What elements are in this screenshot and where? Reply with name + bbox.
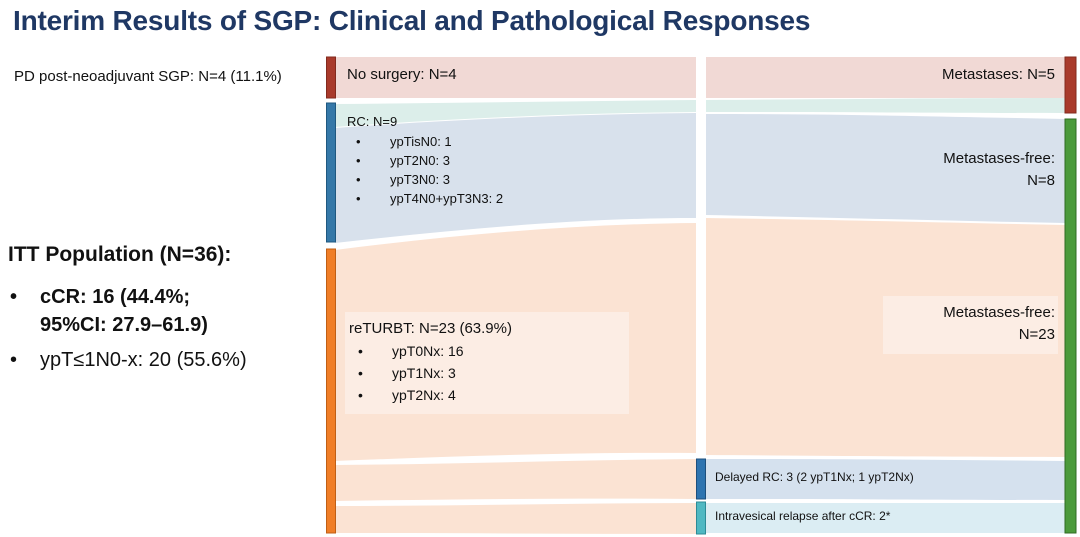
bar-returbt [326,248,336,534]
rc-bullet-3: ypT3N0: 3 [347,170,503,189]
bar-metastases [1064,56,1077,114]
label-metastases-free-rc: Metastases-free: N=8 [943,148,1055,192]
label-metastases: Metastases: N=5 [942,66,1055,83]
label-intravesical: Intravesical relapse after cCR: 2* [715,509,891,523]
label-no-surgery: No surgery: N=4 [347,66,457,83]
returbt-bullet-3: ypT2Nx: 4 [349,384,619,406]
band-intravesical-right [706,503,1065,533]
bar-rc [326,102,336,243]
rc-bullet-4: ypT4N0+ypT3N3: 2 [347,189,503,208]
returbt-bullet-1: ypT0Nx: 16 [349,340,619,362]
bar-delayed-rc [696,458,706,500]
label-rc-heading: RC: N=9 [347,114,398,129]
bullet-icon: • [10,349,18,371]
slide-title: Interim Results of SGP: Clinical and Pat… [13,5,811,36]
metfree23-line2: N=23 [1018,326,1055,343]
band-metastases-free-returbt [706,218,1065,457]
pd-note: PD post-neoadjuvant SGP: N=4 (11.1%) [14,68,282,85]
rc-bullet-2: ypT2N0: 3 [347,151,503,170]
metfree8-line1: Metastases-free: [943,150,1055,167]
itt-ccr-line2: 95%CI: 27.9–61.9) [40,314,208,336]
band-delayed-rc-right [706,459,1065,500]
band-rc-to-metastases [335,100,696,127]
metfree23-line1: Metastases-free: [943,304,1055,321]
itt-bullet-ccr: • cCR: 16 (44.4%; 95%CI: 27.9–61.9) [10,283,208,339]
band-no-surgery-right [706,57,1065,98]
rc-bullet-1: ypTisN0: 1 [347,132,503,151]
bullet-icon: • [10,286,18,308]
bar-metastases-free [1064,118,1077,534]
band-metastases-free-rc [706,114,1065,223]
metfree8-line2: N=8 [1027,172,1055,189]
band-returbt-to-intravesical [335,503,696,534]
itt-population-heading: ITT Population (N=36): [8,243,232,266]
bar-no-surgery [326,56,336,99]
label-delayed-rc: Delayed RC: 3 (2 ypT1Nx; 1 ypT2Nx) [715,470,914,484]
itt-bullet-ypt: • ypT≤1N0-x: 20 (55.6%) [10,346,247,374]
label-rc-block: RC: N=9 ypTisN0: 1 ypT2N0: 3 ypT3N0: 3 y… [347,112,503,208]
label-returbt-block: reTURBT: N=23 (63.9%) ypT0Nx: 16 ypT1Nx:… [345,312,629,414]
band-returbt-to-delayed-rc [335,459,696,501]
band-no-surgery-left [335,57,696,98]
bar-intravesical [696,501,706,535]
itt-ypt-text: ypT≤1N0-x: 20 (55.6%) [40,349,247,371]
itt-ccr-line1: cCR: 16 (44.4%; [40,286,191,308]
returbt-bullet-2: ypT1Nx: 3 [349,362,619,384]
band-teal-right [706,98,1065,113]
label-metastases-free-returbt: Metastases-free: N=23 [883,296,1058,354]
label-returbt-heading: reTURBT: N=23 (63.9%) [349,320,512,337]
